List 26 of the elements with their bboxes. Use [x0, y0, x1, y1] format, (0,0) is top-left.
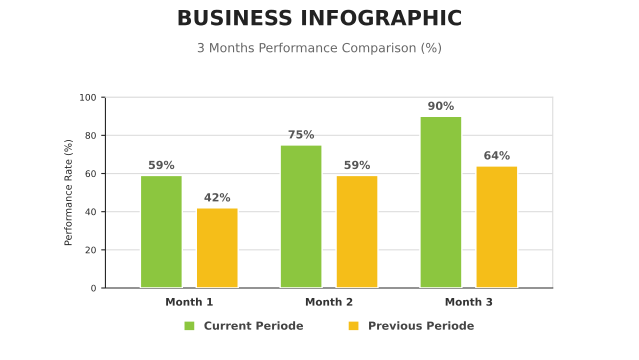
y-tick-label: 80 — [86, 132, 96, 139]
data-label: 75% — [288, 130, 314, 139]
bar — [475, 165, 518, 288]
data-label: 59% — [344, 160, 370, 170]
x-tick-label: Month 1 — [166, 298, 213, 306]
data-label: 42% — [204, 193, 230, 202]
bar — [196, 207, 239, 288]
y-tick-label: 0 — [91, 284, 96, 292]
y-axis-title: Performance Rate (%) — [64, 140, 73, 246]
x-tick-label: Month 3 — [446, 298, 492, 306]
bar — [140, 174, 184, 288]
chart-title: BUSINESS INFOGRAPHIC — [178, 10, 462, 26]
chart-subtitle: 3 Months Performance Comparison (%) — [198, 42, 442, 55]
data-label: 59% — [148, 160, 174, 170]
legend-label: Previous Periode — [369, 321, 474, 330]
legend-label: Current Periode — [204, 321, 304, 330]
y-tick-label: 40 — [85, 208, 96, 216]
y-tick-label: 20 — [86, 246, 96, 254]
data-label: 90% — [428, 102, 454, 110]
data-label: 64% — [484, 151, 510, 160]
bar — [419, 116, 463, 288]
bar — [335, 174, 379, 288]
bar — [279, 144, 323, 288]
y-tick-label: 60 — [86, 170, 96, 178]
x-tick-label: Month 2 — [306, 298, 352, 306]
y-tick-label: 100 — [80, 94, 96, 101]
